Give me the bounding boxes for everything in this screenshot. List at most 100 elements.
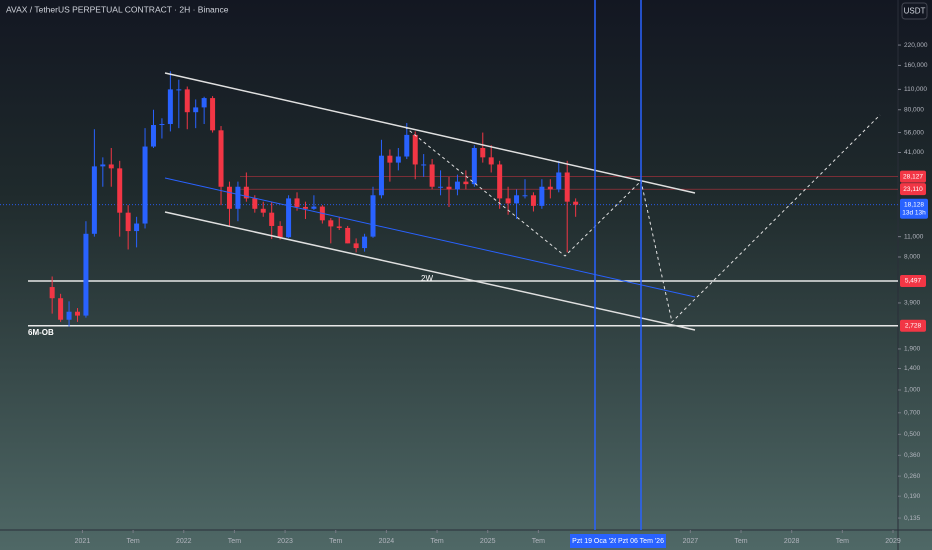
candle-body bbox=[412, 134, 418, 165]
candle-body bbox=[91, 166, 97, 234]
trendline bbox=[164, 177, 696, 298]
candle-body bbox=[142, 146, 148, 224]
y-tick-label: 3,900 bbox=[904, 300, 921, 307]
candle-body bbox=[286, 198, 292, 238]
y-tick-label: 1,400 bbox=[904, 365, 921, 372]
trendline bbox=[164, 72, 696, 194]
candle-body bbox=[454, 181, 460, 190]
y-tick-label: 0,360 bbox=[904, 452, 921, 459]
candle-body bbox=[243, 186, 249, 199]
candle-body bbox=[404, 134, 410, 157]
chart-title: AVAX / TetherUS PERPETUAL CONTRACT · 2H … bbox=[6, 4, 229, 14]
x-tick-label: 2024 bbox=[379, 538, 395, 545]
x-tick-label: Tem bbox=[228, 538, 241, 545]
price-tag bbox=[900, 183, 926, 196]
y-tick-label: 80,000 bbox=[904, 106, 924, 113]
countdown: 13d 13h bbox=[902, 209, 926, 216]
candle-body bbox=[269, 212, 275, 226]
date-tag bbox=[616, 534, 666, 548]
y-tick-label: 160,000 bbox=[904, 62, 928, 69]
candle-body bbox=[336, 226, 342, 228]
candle-body bbox=[184, 89, 190, 113]
date-tag-label: Pzt 19 Oca '26 bbox=[572, 538, 618, 545]
y-tick-label: 0,260 bbox=[904, 473, 921, 480]
candle-body bbox=[556, 172, 562, 190]
annotation: 2W bbox=[421, 274, 433, 283]
x-tick-label: 2023 bbox=[277, 538, 293, 545]
date-tag-label: Pzt 06 Tem '26 bbox=[618, 538, 664, 545]
y-tick-label: 8,000 bbox=[904, 254, 921, 261]
x-tick-label: Tem bbox=[430, 538, 443, 545]
x-tick-label: Tem bbox=[734, 538, 747, 545]
x-tick-label: 2021 bbox=[75, 538, 91, 545]
candle-body bbox=[49, 287, 55, 299]
candle-body bbox=[100, 164, 106, 167]
candle-body bbox=[252, 198, 258, 209]
y-tick-label: 0,190 bbox=[904, 493, 921, 500]
x-tick-label: 2027 bbox=[683, 538, 699, 545]
candle-body bbox=[117, 168, 123, 213]
y-tick-label: 56,000 bbox=[904, 129, 924, 136]
currency-button[interactable] bbox=[901, 2, 928, 20]
x-tick-label: Tem bbox=[532, 538, 545, 545]
candle-body bbox=[311, 206, 317, 209]
currency-label[interactable]: USDT bbox=[904, 7, 926, 16]
candle-body bbox=[463, 181, 469, 185]
price-tag bbox=[900, 198, 928, 219]
candle-body bbox=[564, 172, 570, 202]
price-tag-label: 28,127 bbox=[903, 173, 923, 180]
candle-body bbox=[328, 220, 334, 227]
candle-body bbox=[505, 198, 511, 204]
candle-body bbox=[201, 98, 207, 108]
candle-body bbox=[362, 236, 368, 249]
x-tick-label: 2029 bbox=[885, 538, 901, 545]
y-tick-label: 1,000 bbox=[904, 387, 921, 394]
candle-body bbox=[539, 186, 545, 206]
y-tick-label: 0,500 bbox=[904, 431, 921, 438]
candle-body bbox=[488, 157, 494, 165]
candle-body bbox=[429, 164, 435, 187]
x-tick-label: Tem bbox=[126, 538, 139, 545]
trendline bbox=[164, 211, 696, 331]
candle-body bbox=[471, 147, 477, 185]
candle-body bbox=[353, 243, 359, 249]
candle-body bbox=[74, 311, 80, 316]
candle-body bbox=[387, 155, 393, 163]
candle-body bbox=[150, 125, 156, 147]
drawings bbox=[164, 0, 881, 530]
x-tick-label: 2025 bbox=[480, 538, 496, 545]
price-tag-label: 2,728 bbox=[905, 323, 922, 330]
candle-body bbox=[294, 198, 300, 207]
price-tag-label: 23,110 bbox=[903, 186, 923, 193]
candle-body bbox=[108, 164, 114, 169]
candle-body bbox=[378, 155, 384, 196]
candle-body bbox=[421, 164, 427, 166]
candle-body bbox=[167, 89, 173, 125]
candle-body bbox=[159, 124, 165, 126]
x-tick-label: 2022 bbox=[176, 538, 192, 545]
candle-body bbox=[370, 195, 376, 237]
x-tick-label: Tem bbox=[836, 538, 849, 545]
price-tag bbox=[900, 275, 926, 288]
candle-body bbox=[218, 130, 224, 187]
x-tick-label: 2028 bbox=[784, 538, 800, 545]
price-tag bbox=[900, 319, 926, 332]
candle-body bbox=[193, 107, 199, 113]
candle-body bbox=[438, 186, 444, 188]
candle-body bbox=[547, 186, 553, 190]
y-tick-label: 11,000 bbox=[904, 233, 924, 240]
x-tick-label: Tem bbox=[329, 538, 342, 545]
price-tag-label: 18,128 bbox=[904, 201, 924, 208]
y-tick-label: 0,700 bbox=[904, 410, 921, 417]
y-tick-label: 110,000 bbox=[904, 86, 927, 93]
candle-body bbox=[125, 212, 131, 232]
candle-body bbox=[514, 195, 520, 204]
candle-body bbox=[226, 186, 232, 209]
candle-body bbox=[176, 89, 182, 91]
candle-body bbox=[302, 206, 308, 209]
annotation: 6M-OB bbox=[28, 328, 54, 337]
candle-body bbox=[83, 233, 89, 316]
candle-body bbox=[134, 223, 140, 232]
